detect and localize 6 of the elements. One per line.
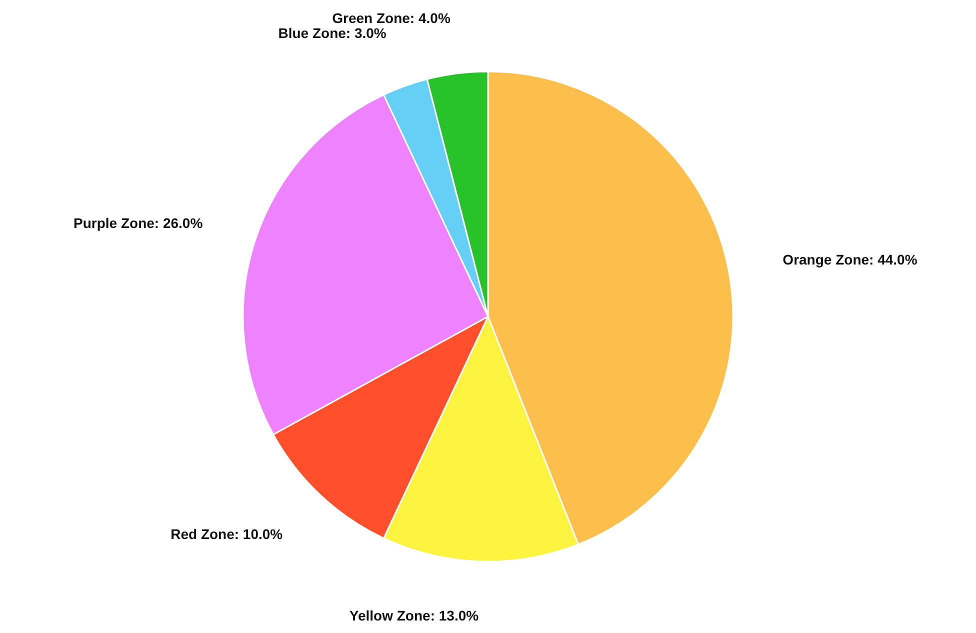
slice-label: Orange Zone: 44.0% xyxy=(782,251,918,268)
slice-label: Purple Zone: 26.0% xyxy=(74,214,204,231)
slice-label: Yellow Zone: 13.0% xyxy=(349,607,480,624)
slice-label: Green Zone: 4.0% xyxy=(332,10,451,26)
slice-label: Red Zone: 10.0% xyxy=(170,526,284,542)
slice-label: Blue Zone: 3.0% xyxy=(278,25,387,42)
